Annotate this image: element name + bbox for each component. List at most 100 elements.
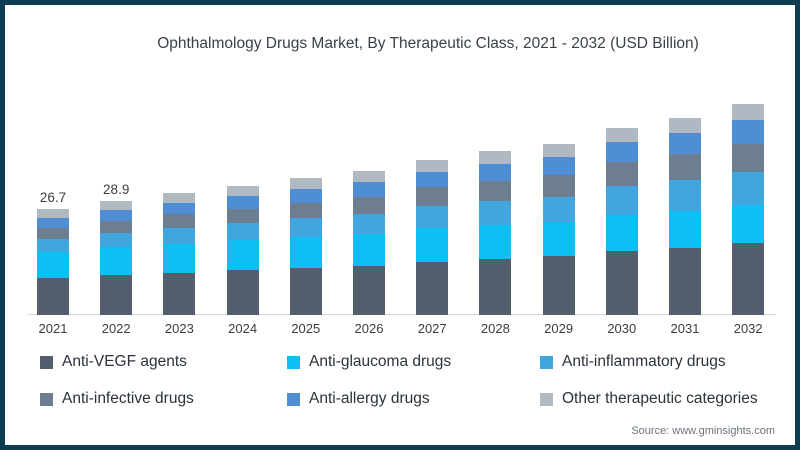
bar-segment <box>226 270 259 315</box>
bar-segment <box>669 247 701 315</box>
legend-swatch-icon <box>40 392 53 406</box>
legend-label: Anti-inflammatory drugs <box>562 353 726 370</box>
bar-segment <box>669 117 701 133</box>
x-axis-label: 2026 <box>354 321 384 336</box>
bar-segment <box>542 174 575 197</box>
bar-segment <box>353 213 385 234</box>
bar-segment <box>542 143 575 157</box>
bar-segment <box>416 187 449 207</box>
legend-item-anti-infective: Anti-infective drugs <box>40 390 287 408</box>
legend-swatch-icon <box>287 392 300 406</box>
bar-segment <box>669 153 701 181</box>
bar-segment <box>416 206 449 229</box>
bar-segment <box>479 151 512 165</box>
bar-segment <box>163 273 196 315</box>
bar-segment <box>732 143 765 172</box>
bar-segment <box>37 251 69 279</box>
bar-segment <box>100 220 133 234</box>
legend-label: Anti-allergy drugs <box>309 390 430 407</box>
x-axis-label: 2028 <box>480 321 510 336</box>
x-axis-label: 2029 <box>544 321 574 336</box>
legend-label: Anti-infective drugs <box>62 390 194 407</box>
bar-segment <box>605 251 638 315</box>
bar-2021 <box>37 209 69 315</box>
legend-item-anti-allergy: Anti-allergy drugs <box>287 390 540 408</box>
bar-2029 <box>542 143 575 315</box>
bar-segment <box>289 218 322 238</box>
plot-area: 2021 26.7 2022 28.9 2023 2024 2025 2026 2027 2028… <box>5 5 795 445</box>
bar-segment <box>163 193 196 203</box>
legend-swatch-icon <box>40 355 53 369</box>
bar-segment <box>732 204 765 244</box>
bar-segment <box>226 208 259 224</box>
bar-segment <box>37 238 69 252</box>
bar-segment <box>479 164 512 182</box>
bar-2022 <box>100 200 133 315</box>
bar-segment <box>226 185 259 196</box>
bar-segment <box>669 180 701 211</box>
bar-segment <box>289 178 322 189</box>
legend: Anti-VEGF agents Anti-glaucoma drugs Ant… <box>40 353 780 408</box>
bar-segment <box>289 267 322 315</box>
bar-segment <box>289 202 322 219</box>
legend-item-other-categories: Other therapeutic categories <box>540 390 780 408</box>
bar-segment <box>100 200 133 210</box>
bar-segment <box>416 159 449 172</box>
bar-segment <box>605 162 638 187</box>
bar-segment <box>100 247 133 276</box>
bar-segment <box>416 228 449 262</box>
bar-segment <box>479 225 512 260</box>
bar-segment <box>163 202 196 215</box>
bar-segment <box>542 156 575 175</box>
bar-segment <box>226 240 259 271</box>
bar-2032 <box>732 103 765 315</box>
bar-2028 <box>479 151 512 315</box>
bar-segment <box>605 214 638 252</box>
bar-segment <box>289 188 322 203</box>
x-axis-label: 2032 <box>733 321 763 336</box>
bar-segment <box>37 209 69 218</box>
x-axis-label: 2023 <box>164 321 194 336</box>
bar-segment <box>605 141 638 163</box>
x-axis-label: 2031 <box>670 321 700 336</box>
bar-segment <box>163 227 196 244</box>
bar-segment <box>479 201 512 226</box>
bar-2023 <box>163 193 196 315</box>
bar-segment <box>163 214 196 228</box>
bar-segment <box>416 261 449 315</box>
bar-segment <box>289 237 322 268</box>
bar-segment <box>732 171 765 205</box>
legend-label: Other therapeutic categories <box>562 390 758 407</box>
bar-segment <box>605 127 638 142</box>
bar-2026 <box>353 170 385 315</box>
chart-title: Ophthalmology Drugs Market, By Therapeut… <box>157 35 699 52</box>
bar-segment <box>479 181 512 202</box>
bar-segment <box>353 181 385 197</box>
x-axis-line <box>28 314 776 315</box>
bar-segment <box>226 195 259 209</box>
bar-2027 <box>416 159 449 315</box>
bar-segment <box>353 196 385 214</box>
bar-segment <box>542 221 575 257</box>
bar-segment <box>732 243 765 315</box>
bar-value-label: 26.7 <box>39 190 67 206</box>
bar-segment <box>100 209 133 221</box>
legend-item-anti-vegf: Anti-VEGF agents <box>40 353 287 371</box>
source-attribution: Source: www.gminsights.com <box>631 425 775 437</box>
bar-segment <box>163 243 196 273</box>
legend-swatch-icon <box>287 355 300 369</box>
x-axis-label: 2025 <box>291 321 321 336</box>
legend-swatch-icon <box>540 355 553 369</box>
bar-segment <box>542 196 575 222</box>
bar-value-label: 28.9 <box>103 181 130 197</box>
bar-segment <box>542 256 575 315</box>
bar-segment <box>226 223 259 241</box>
bar-segment <box>37 278 69 315</box>
bar-segment <box>353 233 385 266</box>
bar-2031 <box>669 117 701 315</box>
bar-segment <box>37 227 69 239</box>
x-axis-label: 2024 <box>228 321 258 336</box>
bar-segment <box>669 210 701 248</box>
bar-segment <box>605 186 638 215</box>
